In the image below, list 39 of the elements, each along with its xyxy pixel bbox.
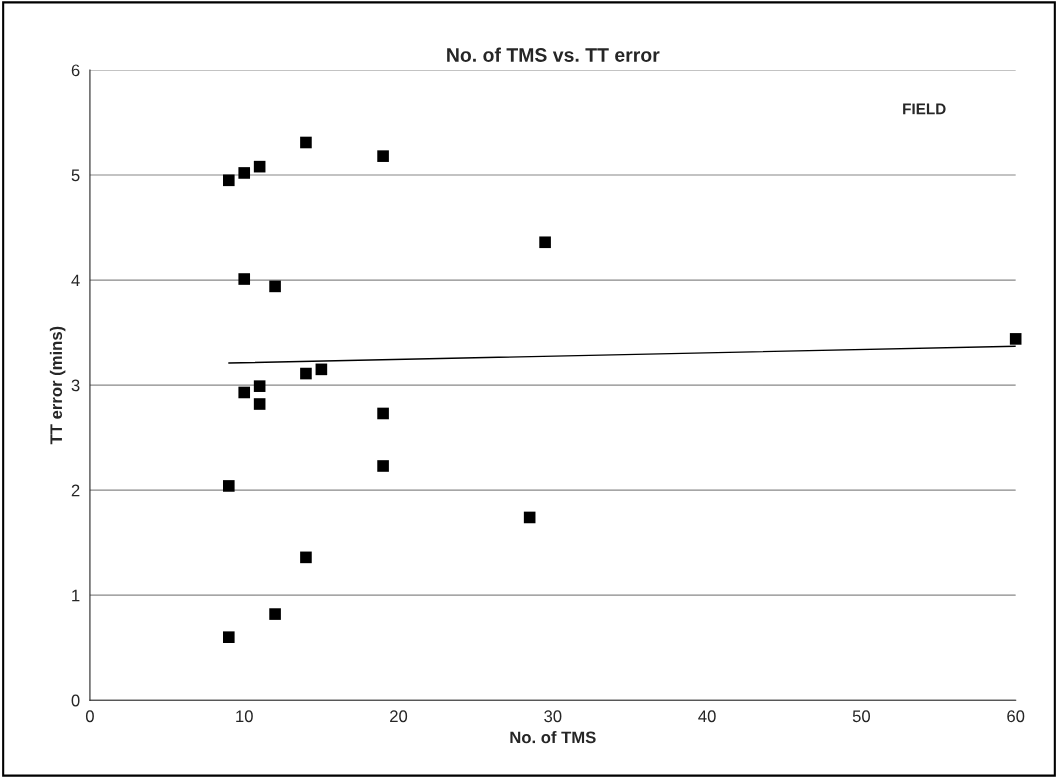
point	[377, 460, 389, 472]
point	[253, 160, 266, 173]
point	[1009, 333, 1022, 345]
x-tick-label: 0	[85, 710, 94, 723]
y-tick-label: 5	[71, 169, 80, 182]
point	[377, 150, 389, 162]
point	[300, 136, 312, 149]
point	[253, 380, 266, 392]
chart-title: No. of TMS vs. TT error	[447, 47, 660, 62]
x-axis-title: No. of TMS	[510, 731, 596, 744]
y-tick-label: 4	[71, 274, 80, 287]
point	[222, 174, 235, 187]
point	[269, 608, 281, 620]
point	[523, 511, 536, 524]
y-axis-title: TT error (mins)	[49, 326, 66, 445]
x-tick-label: 60	[1007, 710, 1025, 723]
x-tick-label: 30	[544, 710, 562, 723]
point	[315, 363, 328, 376]
point	[238, 273, 251, 285]
point	[269, 280, 281, 293]
point	[539, 236, 551, 249]
y-tick-label: 6	[71, 64, 80, 77]
x-tick-label: 20	[390, 710, 408, 723]
point	[238, 386, 251, 399]
point	[300, 367, 312, 380]
annotation: FIELD	[903, 103, 946, 115]
x-tick-label: 40	[698, 710, 716, 723]
point	[238, 167, 251, 179]
x-tick-label: 50	[852, 710, 871, 723]
point	[253, 398, 266, 410]
point	[300, 551, 312, 564]
y-tick-label: 0	[71, 694, 80, 707]
y-tick-label: 1	[72, 589, 80, 602]
point	[222, 631, 235, 643]
y-tick-label: 3	[71, 379, 80, 392]
point	[377, 407, 389, 420]
y-tick-label: 2	[71, 484, 80, 497]
point	[222, 480, 235, 492]
x-tick-label: 10	[236, 710, 253, 723]
